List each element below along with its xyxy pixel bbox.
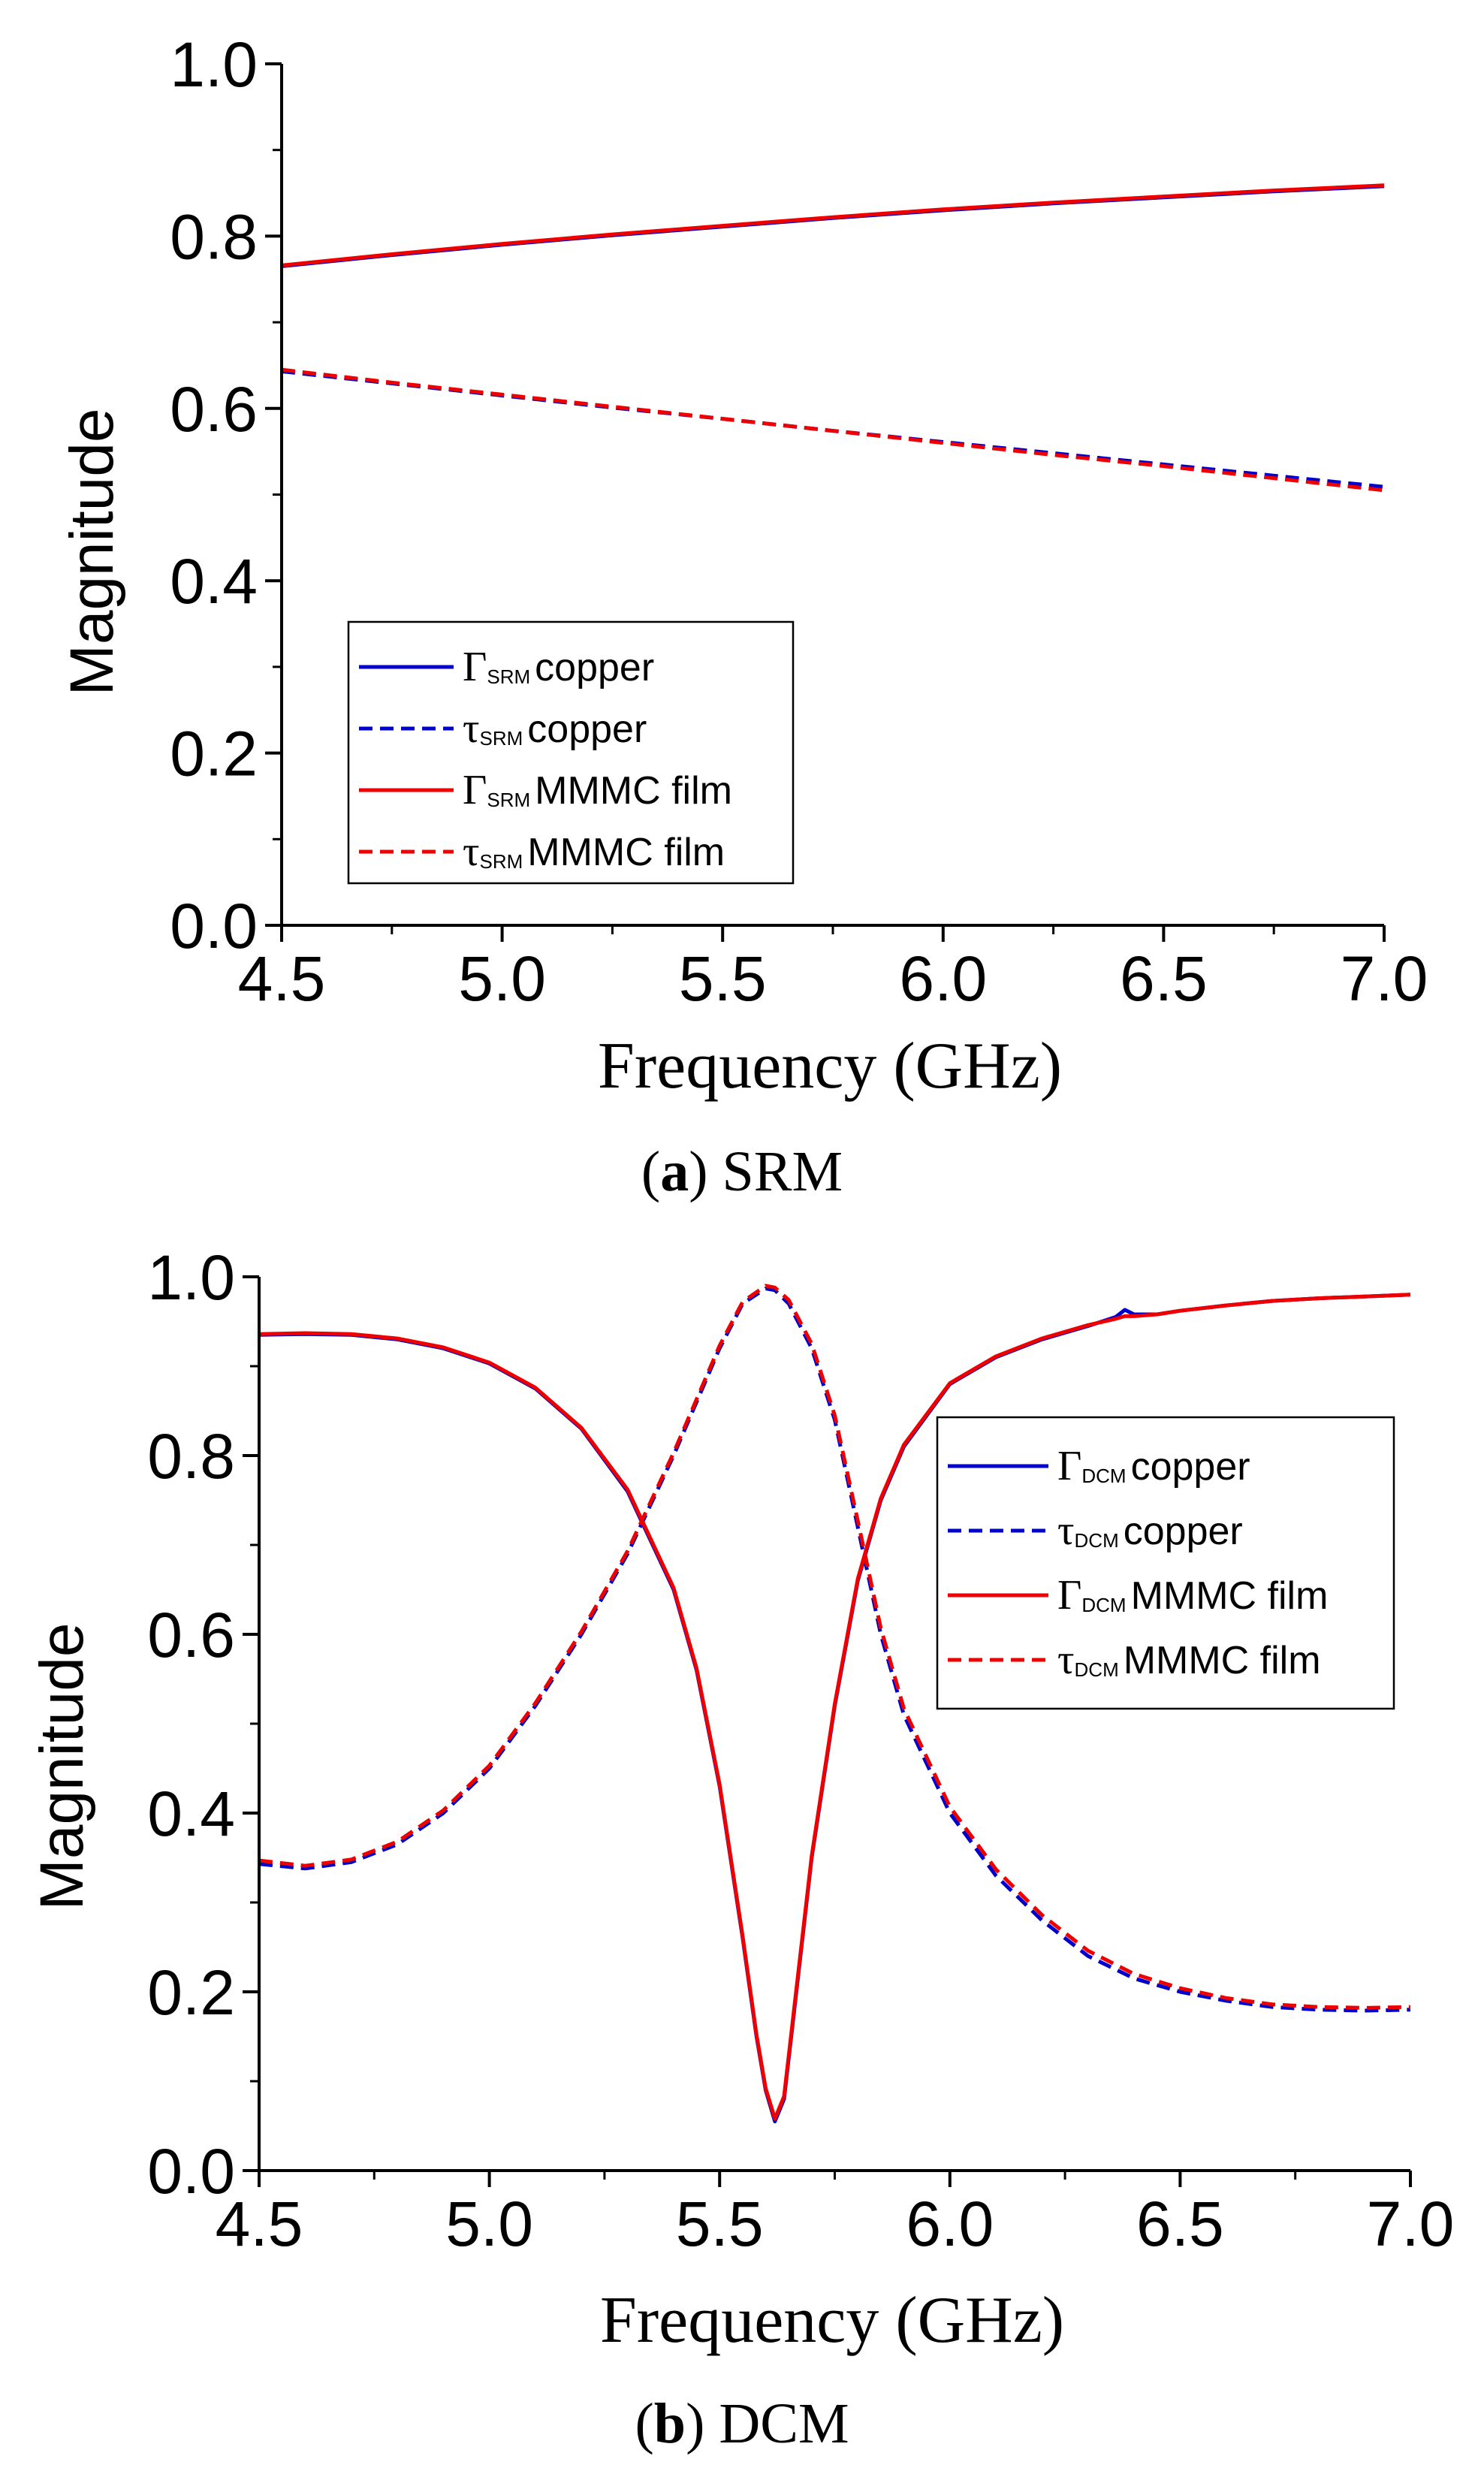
legend-subscript: DCM: [1075, 1529, 1119, 1552]
x-tick-label: 6.5: [1136, 2189, 1224, 2259]
tick-labels: 4.5 5.0 5.5 6.0 6.5 7.0 0.0 0.2 0.4 0.6 0.8 1.0: [170, 29, 1428, 1014]
legend-entry-label: τSRM copper: [463, 705, 647, 752]
legend-subscript: DCM: [1081, 1465, 1126, 1487]
y-tick-label: 0.2: [147, 1957, 235, 2028]
legend-symbol: τ: [1057, 1637, 1075, 1683]
x-tick-label: 5.0: [458, 943, 546, 1014]
y-tick-label: 0.6: [147, 1600, 235, 1670]
y-tick-label: 0.8: [147, 1421, 235, 1492]
series-layer: [258, 1284, 1411, 2124]
legend-subscript: SRM: [487, 789, 530, 811]
y-tick-label: 0.2: [170, 719, 258, 789]
x-tick-label: 6.0: [899, 943, 987, 1014]
legend-entry-label: ΓSRM MMMC film: [463, 767, 732, 813]
legend-entry-label: ΓDCM MMMC film: [1057, 1572, 1328, 1619]
figure-caption: (b) DCM: [635, 2392, 849, 2455]
series-line: [281, 183, 1385, 267]
x-tick-label: 4.5: [238, 943, 326, 1014]
legend-text: copper: [527, 708, 647, 751]
legend-text: MMMC film: [1124, 1639, 1321, 1682]
series-line: [281, 184, 1385, 268]
legend-symbol: τ: [463, 828, 480, 875]
legend-symbol: Γ: [1057, 1572, 1081, 1619]
caption-text: SRM: [708, 1140, 843, 1203]
legend-text: MMMC film: [535, 769, 732, 813]
y-axis-label: Magnitude: [58, 409, 126, 696]
legend-subscript: SRM: [480, 850, 523, 873]
axes: [243, 1275, 1412, 2187]
legend-subscript: SRM: [487, 665, 530, 688]
legend-text: MMMC film: [1131, 1574, 1329, 1618]
legend-text: MMMC film: [527, 831, 725, 874]
legend-symbol: Γ: [1057, 1443, 1081, 1489]
legend-text: copper: [535, 646, 654, 689]
y-tick-label: 1.0: [170, 29, 258, 100]
x-tick-label: 7.0: [1367, 2189, 1455, 2259]
x-tick-label: 6.0: [906, 2189, 994, 2259]
axes: [265, 62, 1386, 942]
legend-entry-label: τSRM MMMC film: [463, 828, 725, 875]
legend-subscript: DCM: [1081, 1594, 1126, 1616]
legend-subscript: DCM: [1075, 1658, 1119, 1681]
caption-letter: a: [660, 1140, 689, 1203]
series-line: [258, 1284, 1411, 2010]
legend-symbol: Γ: [463, 767, 487, 813]
y-tick-label: 0.8: [170, 201, 258, 272]
series-line: [258, 1293, 1411, 2121]
legend-entry-label: τDCM MMMC film: [1057, 1637, 1321, 1683]
legend-subscript: SRM: [480, 727, 523, 750]
y-tick-label: 0.4: [170, 546, 258, 617]
x-tick-label: 7.0: [1341, 943, 1428, 1014]
legend-entry-label: ΓSRM copper: [463, 644, 654, 690]
x-axis-label: Frequency (GHz): [600, 2284, 1064, 2357]
tick-labels: 4.5 5.0 5.5 6.0 6.5 7.0 0.0 0.2 0.4 0.6 0.8 1.0: [147, 1242, 1454, 2259]
x-tick-label: 5.5: [679, 943, 767, 1014]
series-layer: [281, 183, 1385, 493]
legend-entry-label: ΓDCM copper: [1057, 1443, 1250, 1489]
legend-symbol: Γ: [463, 644, 487, 690]
series-line: [281, 367, 1385, 493]
legend-symbol: τ: [1057, 1507, 1075, 1554]
series-line: [258, 1287, 1411, 2013]
y-tick-label: 0.0: [147, 2136, 235, 2207]
x-tick-label: 6.5: [1120, 943, 1208, 1014]
x-tick-label: 5.0: [445, 2189, 533, 2259]
x-tick-label: 5.5: [676, 2189, 764, 2259]
legend-symbol: τ: [463, 705, 480, 752]
y-tick-label: 1.0: [147, 1242, 235, 1313]
legend-text: copper: [1124, 1510, 1243, 1553]
caption-text: DCM: [704, 2392, 849, 2455]
legend-entry-label: τDCM copper: [1057, 1507, 1243, 1554]
x-axis-label: Frequency (GHz): [598, 1030, 1062, 1103]
legend-text: copper: [1131, 1445, 1250, 1489]
chart-panel-srm: 4.5 5.0 5.5 6.0 6.5 7.0 0.0 0.2 0.4 0.6 0.8 1.0 Mag…: [58, 29, 1428, 1203]
x-tick-label: 4.5: [216, 2189, 303, 2259]
chart-panel-dcm: 4.5 5.0 5.5 6.0 6.5 7.0 0.0 0.2 0.4 0.6 0.8 1.0 Mag…: [28, 1242, 1454, 2455]
y-tick-label: 0.0: [170, 891, 258, 961]
caption-letter: b: [654, 2392, 686, 2455]
figure-caption: (a) SRM: [641, 1140, 843, 1203]
y-axis-label: Magnitude: [28, 1623, 96, 1911]
y-tick-label: 0.4: [147, 1779, 235, 1849]
y-tick-label: 0.6: [170, 374, 258, 445]
